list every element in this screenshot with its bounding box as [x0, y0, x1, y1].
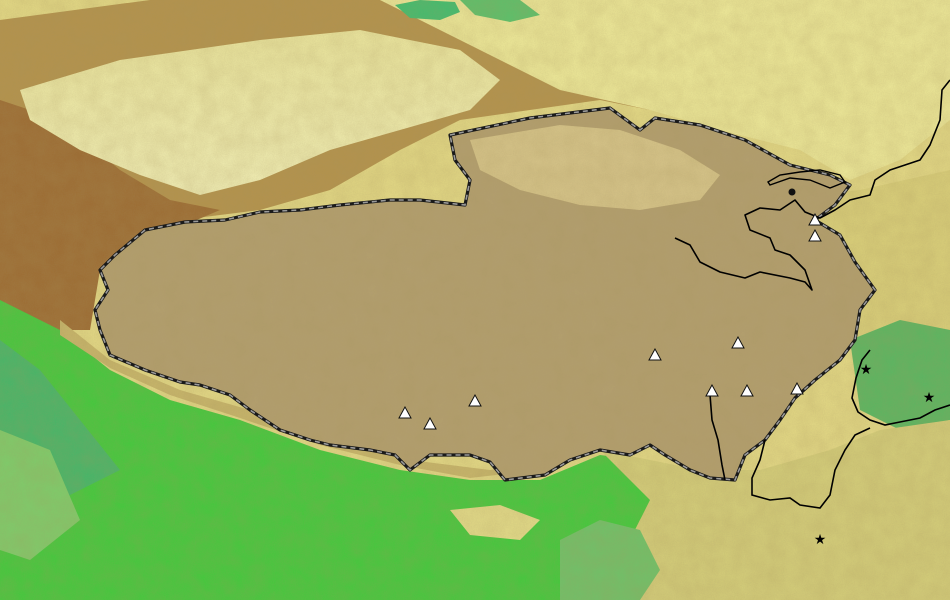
plateau-boundary-dashes: [94, 107, 876, 481]
triangle-marker-icon: [705, 383, 719, 397]
triangle-marker-icon: [790, 381, 804, 395]
triangle-marker-icon: [808, 212, 822, 226]
marker-layer: ★ ★ ★: [398, 188, 936, 548]
river-east: [851, 349, 950, 426]
triangle-marker-icon: [740, 383, 754, 397]
triangle-marker-icon: [398, 405, 412, 419]
triangle-marker-icon: [468, 393, 482, 407]
dot-marker-icon: [788, 188, 796, 196]
triangle-marker-icon: [648, 347, 662, 361]
triangle-marker-icon: [808, 228, 822, 242]
star-marker-icon: ★: [814, 532, 827, 548]
river-south: [751, 427, 871, 509]
river-loop: [767, 169, 847, 189]
star-marker-icon: ★: [860, 362, 873, 378]
river-yellow: [674, 79, 950, 291]
star-marker-icon: ★: [923, 390, 936, 406]
triangle-marker-icon: [423, 416, 437, 430]
river-southeast: [709, 394, 726, 481]
triangle-marker-icon: [731, 335, 745, 349]
